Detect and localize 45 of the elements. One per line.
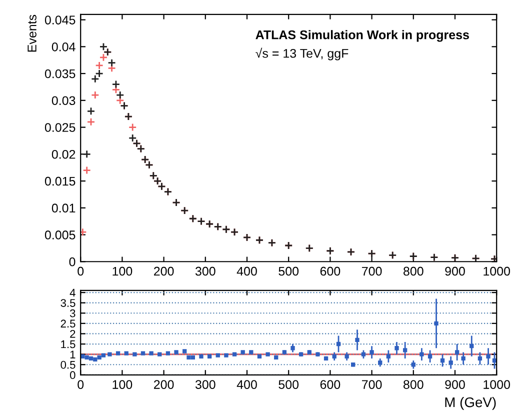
x-tick-label: 400 bbox=[236, 266, 257, 276]
y-tick-label: 0.015 bbox=[44, 176, 76, 186]
y-tick-label: 3 bbox=[70, 309, 76, 318]
x-tick-label: 300 bbox=[195, 266, 216, 276]
x-tick-label: 1000 bbox=[484, 266, 510, 276]
x-tick-label: 1000 bbox=[484, 380, 510, 389]
x-tick-label: 0 bbox=[78, 380, 84, 389]
x-tick-label: 600 bbox=[320, 266, 340, 276]
y-tick-label: 2 bbox=[70, 330, 76, 338]
y-axis-title: Events bbox=[28, 14, 36, 52]
y-tick-label: 0.005 bbox=[44, 230, 76, 240]
y-tick-label: 0.045 bbox=[44, 16, 76, 24]
x-tick-label: 100 bbox=[112, 266, 132, 276]
y-tick-label: 0.5 bbox=[60, 360, 76, 369]
y-tick-label: 4 bbox=[70, 288, 76, 297]
y-tick-label: 3.5 bbox=[60, 299, 76, 307]
x-tick-label: 100 bbox=[112, 380, 132, 389]
x-tick-label: 900 bbox=[445, 266, 465, 276]
y-tick-label: 0.035 bbox=[44, 69, 76, 78]
x-tick-label: 700 bbox=[362, 380, 382, 389]
y-tick-label: 0.02 bbox=[52, 150, 76, 159]
x-tick-label: 200 bbox=[154, 380, 174, 389]
y-tick-label: 0.01 bbox=[52, 204, 76, 213]
annotation: √s = 13 TeV, ggF bbox=[256, 48, 348, 60]
x-tick-label: 500 bbox=[278, 380, 299, 389]
x-tick-label: 400 bbox=[236, 380, 257, 389]
y-tick-label: 0 bbox=[69, 257, 76, 266]
y-tick-label: 0.025 bbox=[44, 123, 76, 132]
x-tick-label: 800 bbox=[404, 380, 424, 389]
annotation: ATLAS Simulation Work in progress bbox=[256, 30, 469, 42]
x-tick-label: 600 bbox=[320, 380, 340, 389]
y-tick-label: 0 bbox=[70, 371, 76, 380]
x-tick-label: 300 bbox=[195, 380, 216, 389]
y-tick-label: 0.04 bbox=[52, 42, 76, 52]
y-tick-label: 0.03 bbox=[52, 96, 76, 106]
y-tick-label: 1 bbox=[70, 350, 76, 358]
x-tick-label: 500 bbox=[278, 266, 299, 276]
x-tick-label: 700 bbox=[362, 266, 382, 276]
x-tick-label: 200 bbox=[154, 266, 174, 276]
x-tick-label: 800 bbox=[404, 266, 424, 276]
y-tick-label: 1.5 bbox=[61, 340, 76, 348]
x-tick-label: 900 bbox=[445, 380, 465, 389]
x-axis-title: M (GeV) bbox=[445, 396, 496, 410]
y-tick-label: 2.5 bbox=[60, 320, 76, 328]
x-tick-label: 0 bbox=[78, 266, 84, 276]
